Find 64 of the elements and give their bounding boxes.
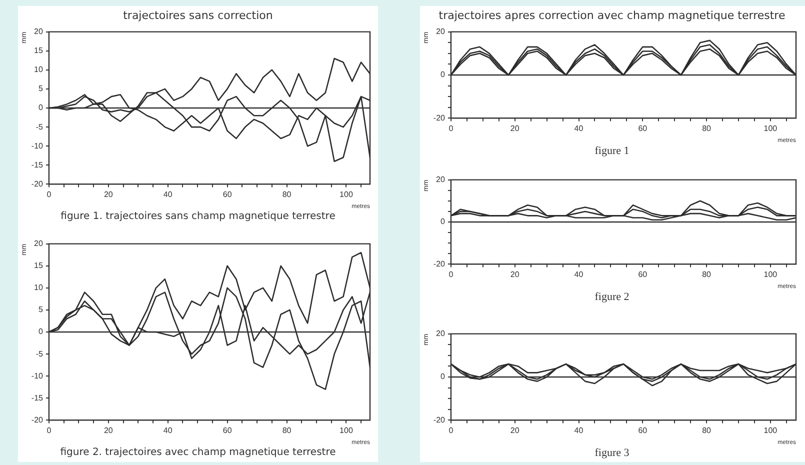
y-tick-label: 20 <box>34 239 44 248</box>
x-tick-label: 60 <box>222 190 232 200</box>
x-tick-label: 40 <box>163 426 173 436</box>
x-tick-label: 20 <box>510 124 520 134</box>
x-tick-label: 40 <box>574 124 584 134</box>
x-tick-label: 100 <box>764 124 778 134</box>
x-tick-label: 20 <box>510 426 520 436</box>
y-tick-label: 10 <box>34 65 44 74</box>
x-tick-label: 60 <box>638 270 648 280</box>
y-tick-label: 5 <box>38 305 44 314</box>
x-tick-label: 100 <box>340 426 354 436</box>
y-tick-label: -10 <box>31 141 44 150</box>
y-tick-label: -5 <box>36 349 44 358</box>
caption: figure 1. trajectoires sans champ magnetique terrestre <box>60 210 336 224</box>
x-tick-label: 60 <box>222 426 232 436</box>
y-tick-label: -20 <box>433 415 446 424</box>
caption: figure 2 <box>594 290 630 304</box>
y-tick-label: 10 <box>34 283 44 292</box>
y-tick-label: 20 <box>436 27 446 36</box>
x-tick-label: 20 <box>104 190 114 200</box>
y-tick-label: 0 <box>38 103 44 112</box>
y-tick-label: 0 <box>440 217 446 226</box>
y-tick-label: 20 <box>436 329 446 338</box>
x-tick-label: 100 <box>764 426 778 436</box>
chart-title: trajectoires sans correction <box>122 8 274 24</box>
x-tick-label: 80 <box>282 426 292 436</box>
y-tick-label: 15 <box>34 46 44 56</box>
x-tick-label: 0 <box>46 426 52 436</box>
x-tick-label: 80 <box>282 190 292 200</box>
caption: figure 2. trajectoires avec champ magnetique terrestre <box>59 446 337 460</box>
x-tick-label: 100 <box>764 270 778 280</box>
x-tick-label: 0 <box>448 270 454 280</box>
x-tick-label: 80 <box>702 270 712 280</box>
x-tick-label: 60 <box>638 124 648 134</box>
x-tick-label: 40 <box>163 190 173 200</box>
x-tick-label: 100 <box>340 190 354 200</box>
x-tick-label: 80 <box>702 426 712 436</box>
caption: figure 1 <box>594 144 630 158</box>
y-tick-label: -20 <box>433 259 446 268</box>
x-tick-label: 80 <box>702 124 712 134</box>
y-tick-label: 5 <box>38 84 44 94</box>
x-tick-label: 20 <box>510 270 520 280</box>
y-tick-label: 20 <box>436 175 446 184</box>
y-tick-label: 20 <box>34 27 44 36</box>
y-tick-label: -20 <box>31 179 44 188</box>
x-tick-label: 60 <box>638 426 648 436</box>
x-tick-label: 0 <box>46 190 52 200</box>
x-tick-label: 0 <box>448 426 454 436</box>
y-tick-label: -10 <box>31 371 44 380</box>
x-tick-label: 20 <box>104 426 114 436</box>
y-tick-label: -15 <box>31 160 44 170</box>
chart-title: trajectoires apres correction avec champ magnetique terrestre <box>438 8 786 24</box>
y-tick-label: -5 <box>36 122 44 132</box>
x-tick-label: 40 <box>574 426 584 436</box>
x-tick-label: 40 <box>574 270 584 280</box>
x-tick-label: 0 <box>448 124 454 134</box>
caption: figure 3 <box>594 446 630 460</box>
y-tick-label: -20 <box>433 113 446 122</box>
y-tick-label: -20 <box>31 415 44 424</box>
y-tick-label: 0 <box>440 70 446 80</box>
y-tick-label: 0 <box>440 372 446 382</box>
y-tick-label: 15 <box>34 261 44 270</box>
y-tick-label: -15 <box>31 393 44 402</box>
y-tick-label: 0 <box>38 327 44 336</box>
